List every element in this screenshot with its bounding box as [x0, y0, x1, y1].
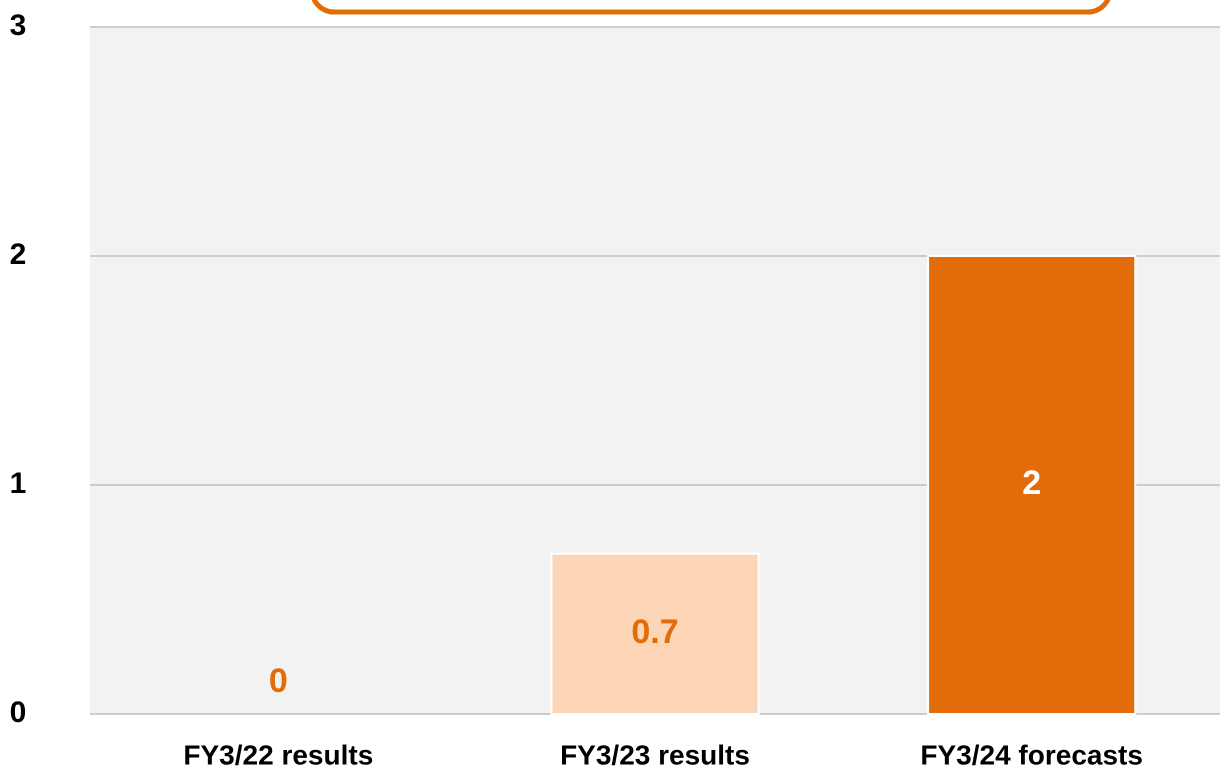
header-box — [311, 0, 1111, 15]
y-tick-label: 1 — [10, 467, 27, 500]
y-tick-label: 0 — [10, 696, 27, 729]
bar — [927, 255, 1137, 715]
x-tick-label: FY3/22 results — [183, 739, 373, 770]
x-tick-label: FY3/23 results — [560, 739, 750, 770]
data-label: 2 — [1022, 464, 1041, 502]
data-label: 0.7 — [631, 613, 678, 651]
data-label: 0 — [269, 662, 288, 700]
bar — [550, 552, 760, 716]
x-tick-label: FY3/24 forecasts — [920, 739, 1143, 770]
y-tick-label: 2 — [10, 238, 27, 271]
y-tick-label: 3 — [10, 9, 27, 42]
